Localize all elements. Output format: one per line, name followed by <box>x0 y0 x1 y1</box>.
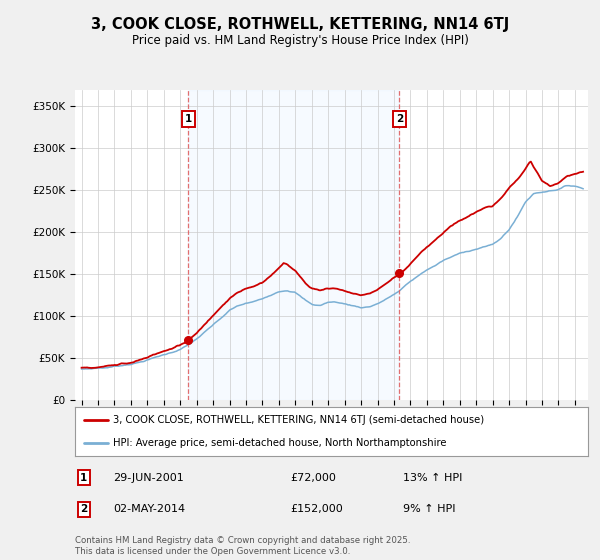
Text: 1: 1 <box>185 114 192 124</box>
Text: 9% ↑ HPI: 9% ↑ HPI <box>403 505 456 515</box>
Text: Contains HM Land Registry data © Crown copyright and database right 2025.
This d: Contains HM Land Registry data © Crown c… <box>75 536 410 556</box>
Text: 02-MAY-2014: 02-MAY-2014 <box>113 505 185 515</box>
Text: Price paid vs. HM Land Registry's House Price Index (HPI): Price paid vs. HM Land Registry's House … <box>131 34 469 46</box>
Text: 2: 2 <box>80 505 88 515</box>
Text: 29-JUN-2001: 29-JUN-2001 <box>113 473 184 483</box>
Text: £72,000: £72,000 <box>290 473 337 483</box>
Text: 3, COOK CLOSE, ROTHWELL, KETTERING, NN14 6TJ: 3, COOK CLOSE, ROTHWELL, KETTERING, NN14… <box>91 17 509 32</box>
Text: HPI: Average price, semi-detached house, North Northamptonshire: HPI: Average price, semi-detached house,… <box>113 438 447 448</box>
Bar <box>188 90 400 400</box>
Text: £152,000: £152,000 <box>290 505 343 515</box>
Text: 3, COOK CLOSE, ROTHWELL, KETTERING, NN14 6TJ (semi-detached house): 3, COOK CLOSE, ROTHWELL, KETTERING, NN14… <box>113 416 485 426</box>
Text: 2: 2 <box>396 114 403 124</box>
Text: 13% ↑ HPI: 13% ↑ HPI <box>403 473 463 483</box>
Text: 1: 1 <box>80 473 88 483</box>
